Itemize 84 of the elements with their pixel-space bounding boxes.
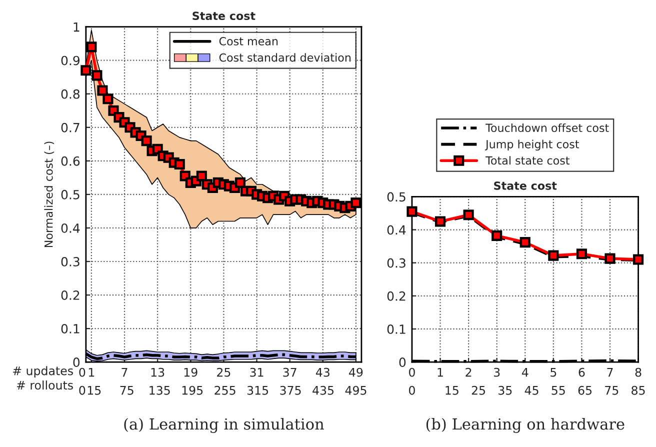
y-tick-label: 0.2 xyxy=(61,290,80,300)
point xyxy=(463,210,474,220)
x-tick-label: 13 xyxy=(151,368,164,377)
point xyxy=(406,206,418,217)
x-axis-title: # updates xyxy=(13,366,73,378)
x-tick-label: 6 xyxy=(578,368,585,377)
x-tick-label: 31 xyxy=(250,368,264,377)
x-tick-label: 1 xyxy=(438,368,443,377)
y-tick-label: 0.1 xyxy=(61,324,80,334)
y-tick-label: 0.9 xyxy=(61,56,80,66)
annotation: Cost standard deviation xyxy=(219,53,351,62)
y-tick-label: 0 xyxy=(73,358,80,367)
x-tick-label: 25 xyxy=(217,368,230,377)
y-tick-label: 1 xyxy=(74,22,80,32)
x2-tick-label: 375 xyxy=(280,386,301,395)
y-tick-label: 0.7 xyxy=(61,122,80,132)
y-tick-label: 0.3 xyxy=(61,256,80,266)
point xyxy=(102,94,114,104)
x2-tick-label: 135 xyxy=(150,386,170,395)
y-tick-label: 0.4 xyxy=(61,223,80,233)
x-tick-label: 4 xyxy=(522,368,528,377)
x-tick-label: 19 xyxy=(184,368,198,377)
legend-label: Jump height cost xyxy=(484,140,580,151)
point xyxy=(86,42,97,52)
x2-tick-label: 315 xyxy=(247,386,268,395)
y-tick-label: 0.3 xyxy=(387,258,406,268)
y-tick-label: 0.4 xyxy=(387,225,406,235)
x-tick-label: 5 xyxy=(550,368,556,377)
x2-tick-label: 65 xyxy=(578,386,592,395)
point xyxy=(174,158,185,170)
x-tick-label: 37 xyxy=(283,368,296,377)
y-tick-label: 0.5 xyxy=(387,192,406,202)
legend-label: Total state cost xyxy=(486,156,570,165)
y-tick-label: 0.2 xyxy=(387,291,406,301)
x-tick-label: 43 xyxy=(316,368,330,377)
text: (b) Learning on hardware xyxy=(426,418,624,433)
x-tick-label: 7 xyxy=(122,368,128,377)
x2-tick-label: 195 xyxy=(182,386,203,395)
point xyxy=(350,198,362,208)
text: (a) Learning in simulation xyxy=(124,418,324,433)
legend-label: Touchdown offset cost xyxy=(486,123,609,132)
point xyxy=(633,254,644,265)
x-tick-label: 7 xyxy=(607,368,613,377)
y-axis-title: Normalized cost (–) xyxy=(44,142,54,248)
x2-tick-label: 15 xyxy=(446,386,458,395)
x-tick-label: 2 xyxy=(466,368,472,377)
annotation: Cost mean xyxy=(219,37,278,46)
x2-axis-title: # rollouts xyxy=(16,380,73,390)
x-tick-label: 8 xyxy=(635,368,642,377)
point xyxy=(492,230,502,241)
y-tick-label: 0.8 xyxy=(61,89,80,99)
point xyxy=(141,136,152,146)
y-tick-label: 0.6 xyxy=(61,156,80,166)
chart-title: State cost xyxy=(494,181,557,190)
point xyxy=(196,170,207,182)
x2-tick-label: 255 xyxy=(214,386,236,395)
y-tick-label: 0.5 xyxy=(61,190,80,200)
x-tick-label: 1 xyxy=(88,368,94,377)
x2-tick-label: 75 xyxy=(605,386,618,395)
chart-title: State cost xyxy=(192,12,256,20)
x2-tick-label: 75 xyxy=(120,386,134,395)
x2-tick-label: 435 xyxy=(312,386,334,395)
x2-tick-label: 0 xyxy=(408,386,415,395)
point xyxy=(434,216,446,227)
x-tick-label: 0 xyxy=(408,368,415,377)
x2-tick-label: 45 xyxy=(524,386,538,395)
x-tick-label: 3 xyxy=(494,368,500,377)
y-tick-label: 0 xyxy=(399,358,406,367)
point xyxy=(80,65,92,76)
x2-tick-label: 55 xyxy=(552,386,565,395)
point xyxy=(548,250,559,261)
x2-tick-label: 495 xyxy=(345,386,366,395)
x2-tick-label: 85 xyxy=(632,386,645,395)
x2-tick-label: 35 xyxy=(498,386,512,395)
point xyxy=(92,70,102,81)
y-tick-label: 0.1 xyxy=(387,324,406,334)
point xyxy=(234,177,246,188)
x2-tick-label: 25 xyxy=(472,386,486,395)
point xyxy=(604,253,616,264)
x2-tick-label: 15 xyxy=(88,386,101,395)
point xyxy=(576,248,587,260)
point xyxy=(520,237,530,248)
x-tick-label: 49 xyxy=(349,368,363,377)
point xyxy=(97,85,108,96)
